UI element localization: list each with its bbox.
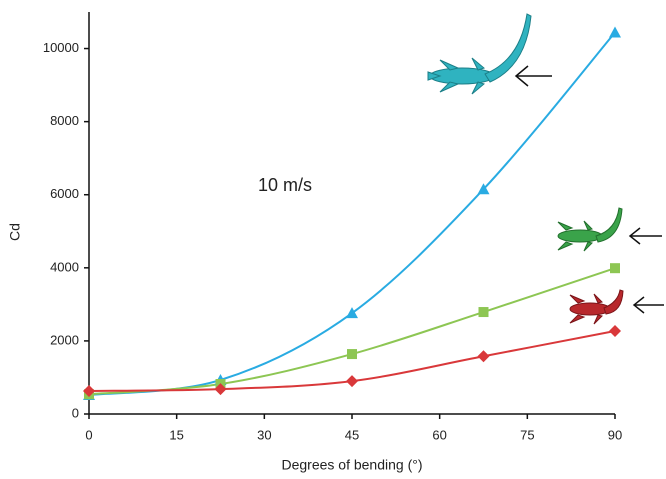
chart: 10 m/s Degrees of bending (°) Cd 0 2000 40… [0, 0, 666, 479]
annotation: 10 m/s [258, 175, 312, 195]
x-tick-label: 45 [345, 427, 359, 442]
point [609, 26, 621, 37]
x-tick-label: 0 [85, 427, 92, 442]
x-tick-label: 60 [432, 427, 446, 442]
x-axis-label: Degrees of bending (°) [281, 457, 422, 473]
series-line [89, 32, 615, 395]
arrow-green [630, 228, 662, 244]
y-tick-label: 6000 [50, 186, 79, 201]
point [479, 307, 489, 317]
icon-red [570, 290, 623, 324]
icon-blue [428, 14, 531, 94]
y-tick-label: 8000 [50, 113, 79, 128]
x-tick-label: 30 [257, 427, 271, 442]
x-tick-label: 75 [520, 427, 534, 442]
y-tick-label: 0 [72, 405, 79, 420]
point [346, 307, 358, 318]
y-tick-label: 4000 [50, 259, 79, 274]
arrow-red [634, 297, 664, 313]
point [609, 325, 621, 337]
point [610, 263, 620, 273]
arrow-blue [516, 66, 552, 86]
y-tick-label: 10000 [43, 40, 79, 55]
icon-green [558, 208, 622, 251]
x-tick-label: 90 [608, 427, 622, 442]
point [346, 375, 358, 387]
y-tick-label: 2000 [50, 332, 79, 347]
point [478, 350, 490, 362]
point [347, 349, 357, 359]
y-axis-label: Cd [7, 223, 23, 241]
x-tick-label: 15 [169, 427, 183, 442]
